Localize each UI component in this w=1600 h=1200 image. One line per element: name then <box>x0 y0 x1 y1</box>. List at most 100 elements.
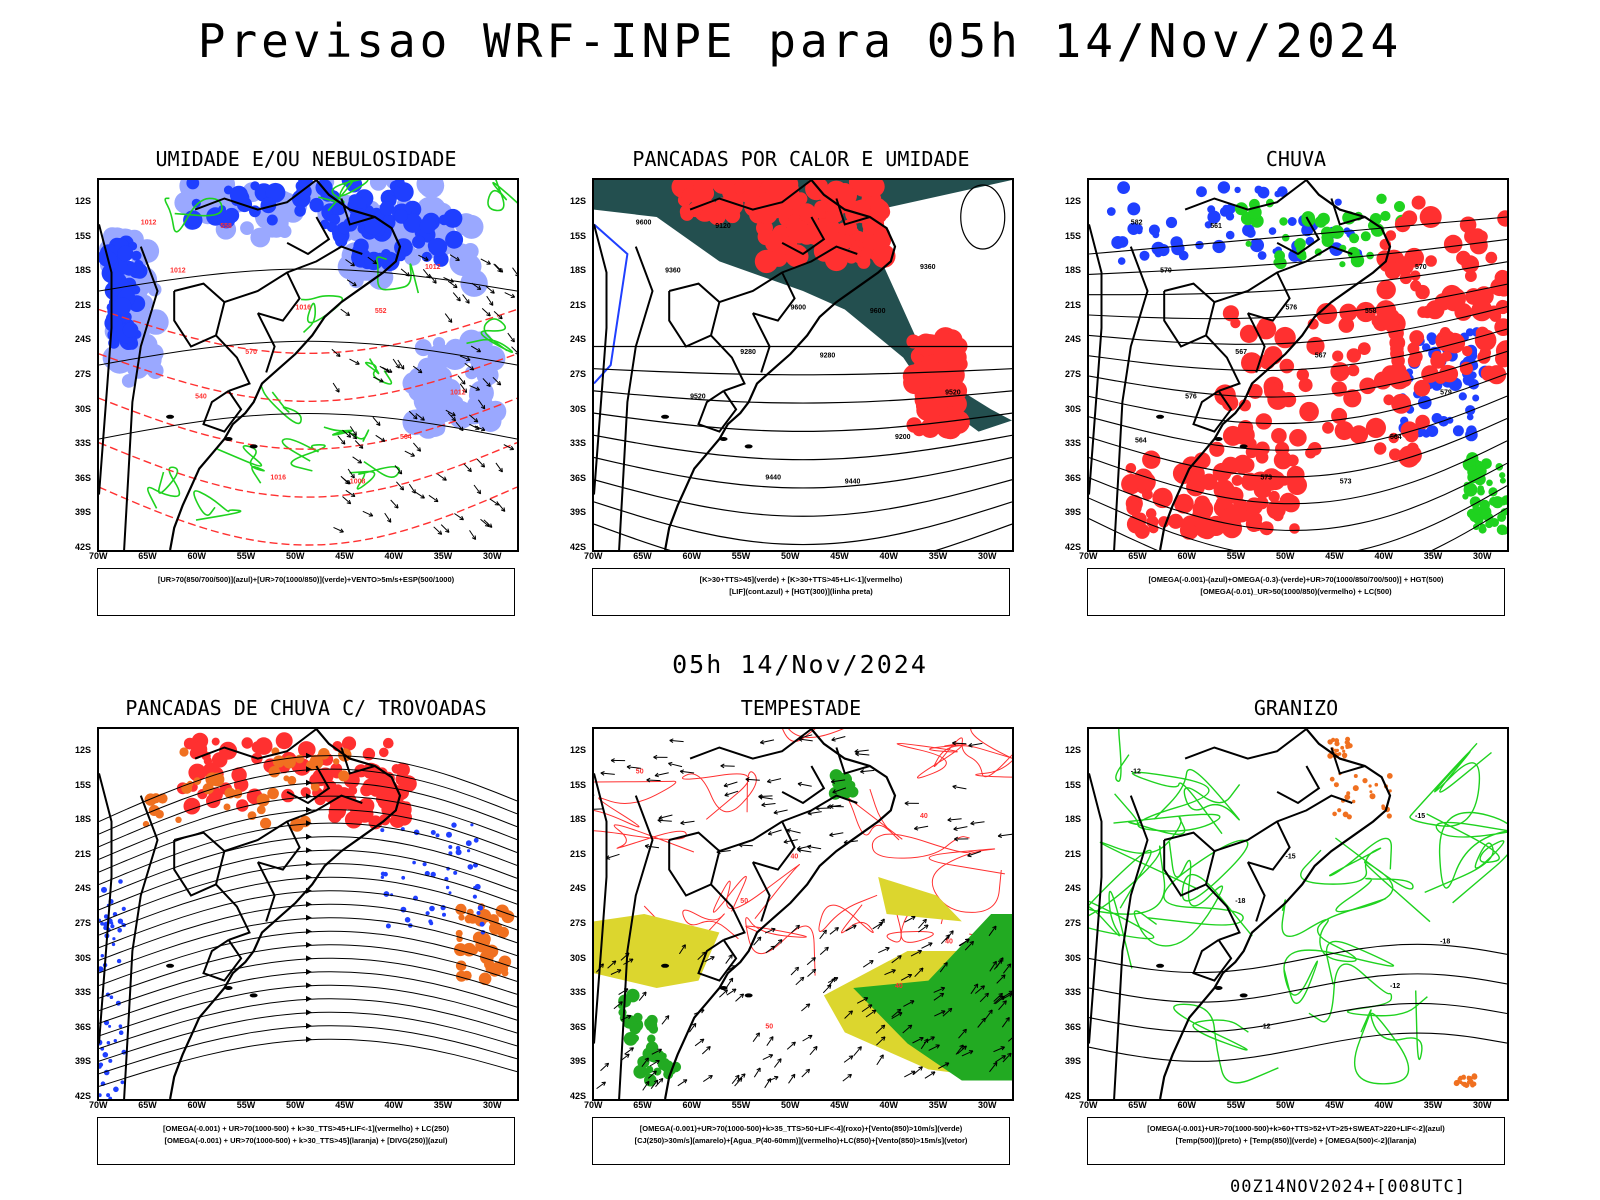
wind-vector-850-head <box>824 946 829 952</box>
humidity-mid <box>414 339 432 357</box>
wind-vector-850-head <box>930 1071 936 1076</box>
lat-tick-label: 24S <box>75 883 92 894</box>
main-title: Previsao WRF-INPE para 05h 14/Nov/2024 <box>197 14 1403 68</box>
contour-label: 40 <box>945 939 953 946</box>
wind-vector-850-head <box>808 1034 813 1040</box>
streamline-250 <box>99 755 517 822</box>
wind-vector-850-head <box>992 960 997 966</box>
wind-vector <box>452 292 461 302</box>
wind-vector-850 <box>903 1000 915 1007</box>
wind-vector-850 <box>964 940 974 951</box>
wind-vector-850 <box>719 989 728 998</box>
hgt300-closed-contour <box>960 184 1006 250</box>
wind-vector-850-head <box>735 1074 740 1080</box>
rain-area <box>1287 475 1307 495</box>
country-border <box>1247 272 1291 322</box>
country-border <box>1205 883 1241 941</box>
wind-vector-850-head <box>947 817 952 823</box>
contour-label: 564 <box>1390 434 1402 441</box>
wind-vector-850 <box>753 1067 761 1078</box>
wind-vector-850-head <box>907 974 913 979</box>
wind-vector-850-head <box>811 968 817 974</box>
wind-vector-head <box>510 293 516 298</box>
wind-vector-850 <box>807 845 822 850</box>
wind850-area <box>618 1008 627 1017</box>
wind-vector-head <box>476 285 482 290</box>
wind-vector-850-head <box>924 1038 929 1043</box>
coastline-west <box>1089 773 1103 1044</box>
lon-tick-label: 65W <box>633 1100 652 1110</box>
humidity-mid <box>432 337 446 350</box>
rain-area <box>1322 421 1334 434</box>
streamline-250 <box>99 917 517 974</box>
contour-label: 1016 <box>270 475 286 482</box>
rain-area <box>1279 358 1295 374</box>
wind-vector <box>342 496 352 505</box>
rain-area <box>1495 299 1507 315</box>
lon-tick-label: 50W <box>781 1100 800 1110</box>
rain-area <box>1419 206 1442 228</box>
rain-area <box>1142 489 1153 500</box>
divergence <box>477 905 484 911</box>
temp850-contour <box>1099 793 1199 890</box>
legend-box: [UR>70(850/700/500)](azul)+[UR>70(1000/8… <box>97 568 515 616</box>
wind-vector-850 <box>918 924 929 933</box>
humidity-low-contour <box>375 256 420 294</box>
wind-vector <box>480 518 490 527</box>
wind-vector <box>493 263 502 273</box>
wind-vector-850 <box>878 947 890 954</box>
wind-vector-850 <box>745 778 760 781</box>
wind-vector-850 <box>613 1001 623 1010</box>
omega500-area <box>1369 793 1376 800</box>
omega-weak <box>1242 224 1255 237</box>
lat-tick-label: 33S <box>75 438 92 449</box>
omega-strong <box>1500 527 1507 535</box>
legend-box: [OMEGA(-0.001)+UR>70(1000-500)+k>60+TTS>… <box>1087 1117 1505 1165</box>
lon-tick-label: 45W <box>1325 551 1344 561</box>
wind-vector-850 <box>735 993 744 1002</box>
thunderstorm-moderate <box>155 809 164 819</box>
lc850-streamline <box>712 864 800 920</box>
omega-weak <box>1139 250 1150 261</box>
country-border <box>1276 216 1321 256</box>
wind-vector-850-head <box>728 954 733 959</box>
wind-vector-850-head <box>944 1062 950 1067</box>
wind-vector-850-head <box>774 1075 779 1081</box>
wind-vector-850-head <box>880 1024 886 1030</box>
wind-vector <box>473 484 482 495</box>
wind-vector <box>455 421 464 431</box>
wind-vector-850 <box>806 957 816 966</box>
streamline-250-arrowhead <box>306 995 312 1002</box>
wind-vector <box>354 440 364 449</box>
wind-vector-850 <box>912 1037 924 1044</box>
streamline-250 <box>99 809 517 873</box>
wind-vector-850-head <box>604 1062 610 1068</box>
humidity-upper <box>106 269 122 285</box>
wind-vector-850 <box>933 987 945 993</box>
wind-vector-850-head <box>928 942 933 947</box>
divergence <box>99 966 104 972</box>
wind-vector-850-head <box>644 844 649 849</box>
wind-vector-850-head <box>668 761 673 767</box>
wind-vector-850 <box>701 1046 711 1055</box>
rain-area <box>1281 392 1297 408</box>
wind-vector-850-head <box>629 958 634 963</box>
lon-tick-label: 55W <box>236 551 256 561</box>
wind-vector-850-head <box>644 1057 649 1062</box>
streamline-250 <box>99 957 517 1012</box>
divergence <box>99 918 101 922</box>
contour-label: 9360 <box>920 264 936 271</box>
wind-vector-850-head <box>728 977 734 983</box>
country-border <box>286 216 331 256</box>
contour-label: 570 <box>1415 264 1427 271</box>
humidity-upper <box>428 237 448 257</box>
wind-vector-850 <box>606 853 620 859</box>
thunderstorm-moderate <box>455 960 467 972</box>
wind-vector-850 <box>731 1074 740 1085</box>
thunderstorm-strong <box>333 784 343 794</box>
thunderstorm-strong <box>234 777 249 792</box>
omega500-area <box>1362 778 1368 784</box>
lon-tick-label: 40W <box>1374 551 1394 561</box>
humidity-upper <box>309 197 324 213</box>
lon-tick-label: 45W <box>1325 1100 1344 1110</box>
